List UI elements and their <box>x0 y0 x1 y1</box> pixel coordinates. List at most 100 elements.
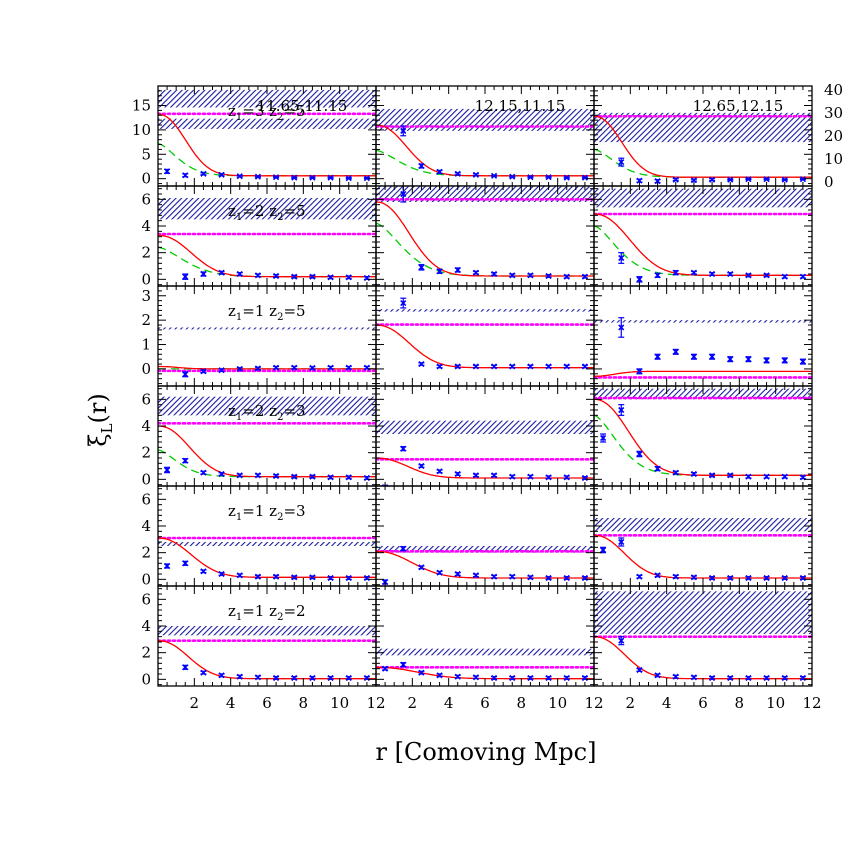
panel-frame <box>375 285 595 387</box>
uncertainty-band <box>376 309 594 312</box>
model-curve <box>376 324 594 369</box>
data-point <box>636 666 643 674</box>
data-point <box>581 363 588 370</box>
row-label: z1=2 z2=3 <box>228 402 306 423</box>
data-point <box>182 371 189 378</box>
y-tick-label: 5 <box>141 145 151 163</box>
data-point <box>200 669 207 676</box>
y-tick-label: 0 <box>141 360 151 378</box>
uncertainty-band <box>158 198 376 220</box>
data-point <box>527 473 534 480</box>
data-point <box>545 174 552 181</box>
panel-plot-area <box>594 188 812 283</box>
data-point <box>218 269 225 276</box>
data-point <box>400 127 407 134</box>
row-label-part: =2 z <box>242 402 277 420</box>
y-tick-label: 6 <box>141 490 151 508</box>
row-label: z1=1 z2=5 <box>228 302 306 323</box>
data-point <box>291 674 298 682</box>
uncertainty-band <box>158 327 376 330</box>
data-point <box>273 573 280 580</box>
x-tick-label: 2 <box>626 694 636 712</box>
y-axis-label-sub: L <box>98 423 116 433</box>
data-point <box>218 470 225 478</box>
data-point <box>182 560 189 567</box>
data-point <box>763 272 770 279</box>
uncertainty-band <box>158 396 376 416</box>
data-point <box>709 270 716 278</box>
x-axis: 2 4 6 8 10 12 2 4 6 8 10 12 2 4 6 8 10 12 <box>190 694 822 712</box>
data-point <box>527 174 534 181</box>
data-point <box>273 472 280 480</box>
model-curve <box>158 640 376 680</box>
model-curve <box>594 370 812 377</box>
y-tick-label: 0 <box>141 170 151 188</box>
data-point <box>436 168 443 175</box>
panel-plot-area <box>594 591 812 682</box>
panel-plot-area <box>376 297 594 370</box>
data-point <box>636 177 643 184</box>
row-label-part: =3 z <box>242 102 277 120</box>
panel-5-1 <box>375 585 595 687</box>
row-label-part: z <box>228 402 236 420</box>
panel-frame <box>157 585 377 687</box>
data-point <box>672 573 679 580</box>
y-tick-label: 4 <box>141 417 151 435</box>
uncertainty-band <box>594 112 812 143</box>
data-point <box>472 572 479 579</box>
model-curve <box>594 534 812 579</box>
data-point <box>618 254 625 262</box>
data-point <box>509 272 516 279</box>
y-tick-label: 3 <box>141 287 151 305</box>
data-point <box>218 171 225 178</box>
row-label-part: =5 <box>283 102 305 120</box>
data-point <box>218 672 225 679</box>
data-point <box>727 674 734 682</box>
panel-2-1 <box>375 285 595 387</box>
data-point <box>509 573 516 580</box>
data-point <box>781 674 788 682</box>
data-point <box>672 269 679 276</box>
row-label-part: z <box>228 602 236 620</box>
data-point <box>472 269 479 276</box>
row-label-part: 2 <box>277 312 283 323</box>
model-curve <box>158 113 376 177</box>
y-tick-label: 4 <box>141 517 151 535</box>
data-point <box>690 574 697 581</box>
x-tick-label: 2 <box>190 694 200 712</box>
data-point <box>291 273 298 280</box>
y-axis-label: ξL(r) <box>84 393 116 446</box>
panel-plot-area <box>594 388 812 481</box>
data-point <box>636 573 643 580</box>
data-point <box>236 270 243 278</box>
x-tick-label: 8 <box>517 694 527 712</box>
data-point <box>763 574 770 582</box>
data-point <box>418 669 425 676</box>
data-point <box>690 470 697 478</box>
row-label-part: =5 <box>283 302 305 320</box>
row-label-part: 2 <box>277 112 283 123</box>
data-point <box>781 574 788 582</box>
panel-0-0: 0 5 10 15 z1=3 z2=511.65,11.15 <box>132 85 377 188</box>
data-point <box>400 545 407 552</box>
row-label-part: z <box>228 502 236 520</box>
data-point <box>345 574 352 582</box>
right-tick-label: 0 <box>824 173 834 191</box>
panel-frame <box>157 485 377 587</box>
x-tick-label: 4 <box>444 694 454 712</box>
data-point <box>545 474 552 481</box>
model-curve <box>594 213 812 276</box>
data-point <box>200 368 207 375</box>
data-point <box>254 272 261 279</box>
data-point <box>400 300 407 307</box>
data-point <box>345 674 352 682</box>
panel-plot-area <box>158 89 376 182</box>
data-point <box>418 462 425 470</box>
data-point <box>491 363 498 370</box>
panel-0-2: 12.65,12.15 <box>593 85 813 187</box>
data-point <box>327 174 334 181</box>
row-label-part: z <box>228 202 236 220</box>
row-label-part: 2 <box>277 512 283 523</box>
